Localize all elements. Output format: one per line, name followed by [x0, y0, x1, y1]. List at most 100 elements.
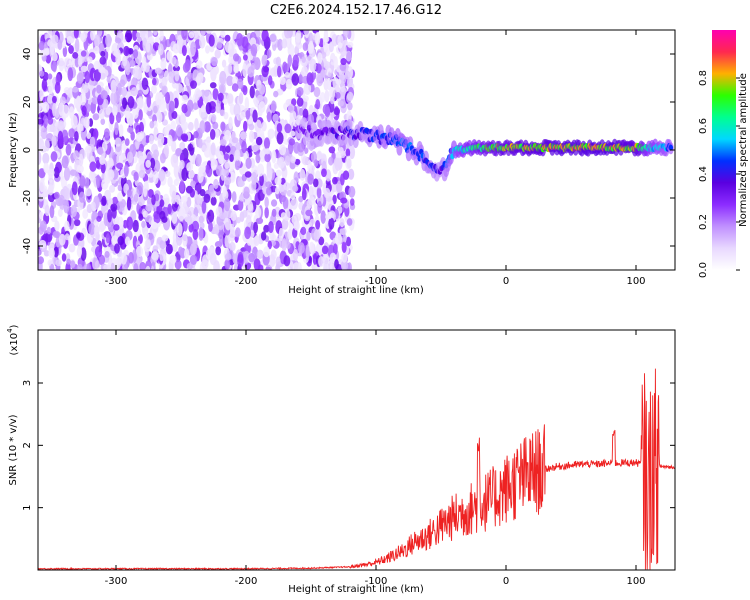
heatmap-cell	[115, 143, 123, 157]
heatmap-cell	[171, 190, 177, 205]
heatmap-cell	[236, 78, 244, 90]
heatmap-cell	[345, 236, 352, 247]
heatmap-cell	[157, 133, 165, 146]
y-multiplier-close: )	[9, 324, 20, 328]
y-multiplier-label: (x104)	[6, 324, 20, 355]
heatmap-cell	[303, 30, 309, 35]
bottom-y-axis-label: SNR (10 * v/v)	[8, 414, 19, 485]
heatmap-cell	[257, 264, 264, 270]
heatmap-cell	[271, 208, 277, 217]
heatmap-cell	[200, 105, 206, 113]
heatmap-cell	[182, 233, 188, 247]
heatmap-cell	[296, 30, 302, 38]
heatmap-cell	[126, 127, 134, 134]
heatmap-cell	[297, 142, 305, 153]
y-tick-label: -20	[22, 190, 33, 206]
heatmap-cell	[277, 156, 285, 169]
heatmap-cell	[302, 95, 309, 102]
heatmap-cell	[228, 54, 235, 66]
heatmap-cell	[96, 215, 102, 222]
heatmap-cell	[47, 73, 53, 80]
heatmap-cell	[280, 212, 287, 220]
heatmap-cell	[73, 30, 79, 39]
colorbar-tick-label: 0.0	[698, 262, 709, 278]
heatmap-cell	[226, 75, 234, 87]
heatmap-cell	[276, 132, 284, 145]
heatmap-cell	[63, 166, 71, 181]
heatmap-cell	[209, 129, 216, 140]
heatmap-cell	[198, 137, 203, 149]
heatmap-cell	[90, 201, 96, 210]
heatmap-cell	[172, 43, 180, 54]
heatmap-cell	[234, 159, 241, 171]
heatmap-cell	[76, 164, 84, 174]
heatmap-cells	[38, 30, 674, 270]
heatmap-cell	[317, 52, 323, 65]
heatmap-cell	[214, 129, 220, 139]
heatmap-cell	[215, 102, 221, 114]
heatmap-cell	[220, 30, 226, 38]
heatmap-cell	[179, 152, 185, 163]
heatmap-cell	[53, 246, 59, 258]
heatmap-cell	[242, 209, 248, 218]
heatmap-cell	[224, 258, 231, 270]
heatmap-cell	[337, 206, 343, 214]
heatmap-cell	[124, 236, 131, 246]
heatmap-cell	[86, 262, 92, 270]
heatmap-cell	[118, 124, 124, 138]
heatmap-cell	[328, 41, 334, 53]
heatmap-cell	[287, 103, 295, 114]
heatmap-cell	[53, 191, 60, 199]
heatmap-cell	[303, 82, 312, 95]
heatmap-cell	[85, 145, 92, 154]
heatmap-cell	[320, 69, 326, 78]
heatmap-cell	[346, 118, 353, 131]
heatmap-cell	[93, 45, 100, 54]
heatmap-cell	[281, 238, 287, 252]
heatmap-cell	[268, 220, 274, 233]
svg-text:(x104): (x104)	[6, 324, 20, 355]
heatmap-cell	[138, 196, 145, 207]
heatmap-cell	[228, 49, 234, 58]
heatmap-cell	[253, 235, 260, 247]
heatmap-cell	[203, 89, 210, 97]
heatmap-cell	[340, 197, 348, 204]
heatmap-cell	[284, 155, 291, 166]
heatmap-cell	[318, 236, 325, 246]
heatmap-cell	[292, 54, 300, 67]
heatmap-cell	[167, 176, 173, 188]
heatmap-cell	[329, 252, 337, 264]
heatmap-cell	[57, 120, 65, 130]
heatmap-cell	[138, 109, 143, 121]
heatmap-cell	[247, 200, 254, 212]
heatmap-cell	[82, 209, 89, 219]
heatmap-cell	[38, 103, 42, 111]
heatmap-cell	[68, 128, 76, 138]
heatmap-cell	[222, 185, 227, 197]
heatmap-cell	[133, 49, 139, 59]
heatmap-cell	[171, 212, 178, 224]
heatmap-cell	[153, 149, 160, 158]
heatmap-cell	[138, 169, 146, 179]
x-tick-label: 0	[503, 576, 509, 587]
heatmap-cell	[316, 186, 322, 199]
heatmap-cell	[38, 248, 42, 257]
heatmap-cell	[188, 170, 195, 179]
heatmap-cell	[248, 252, 256, 263]
heatmap-cell	[341, 241, 347, 253]
heatmap-cell	[332, 176, 338, 185]
bottom-y-ticks: 1 2 3	[22, 380, 675, 511]
heatmap-cell	[255, 136, 263, 146]
heatmap-cell	[224, 34, 231, 42]
heatmap-cell	[201, 200, 207, 214]
heatmap-cell	[323, 187, 331, 199]
heatmap-cell	[38, 130, 42, 138]
heatmap-cell	[270, 199, 278, 207]
heatmap-cell	[80, 247, 87, 262]
heatmap-cell	[291, 73, 299, 86]
heatmap-cell	[101, 195, 107, 206]
heatmap-cell	[93, 225, 100, 236]
heatmap-cell	[174, 259, 182, 270]
heatmap-cell	[203, 193, 211, 203]
